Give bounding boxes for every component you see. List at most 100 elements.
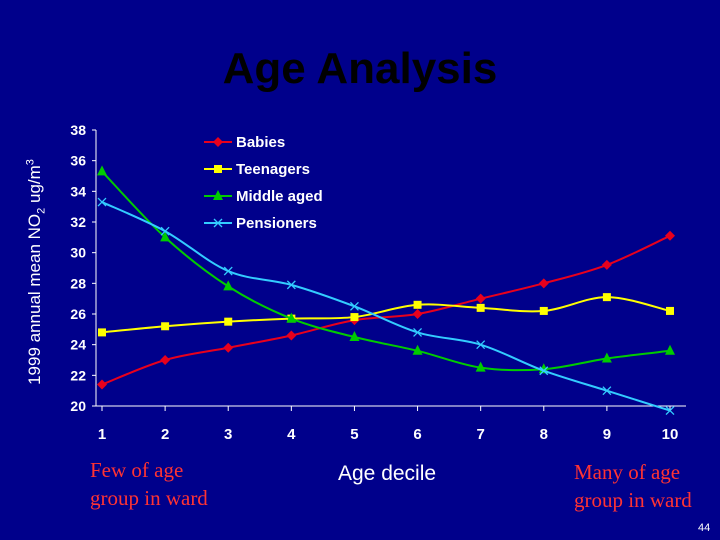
y-tick-label: 36 [70, 153, 86, 169]
legend-marker-pensioners [213, 218, 223, 228]
data-point-teenagers [161, 322, 170, 331]
y-tick-labels: 20 22 24 26 28 30 32 34 36 38 [70, 122, 96, 414]
y-tick-label: 20 [70, 398, 86, 414]
y-tick-label: 26 [70, 306, 86, 322]
slide-title: Age Analysis [222, 44, 498, 93]
legend-item-teenagers: Teenagers [204, 161, 310, 178]
data-point-teenagers [98, 328, 106, 337]
series-line-babies [101, 234, 671, 386]
legend-item-middle-aged: Middle aged [204, 188, 323, 205]
data-point-middle-aged [349, 331, 360, 341]
x-tick-label: 10 [662, 426, 679, 443]
legend-marker-middle-aged [213, 190, 223, 200]
legend-label-teenagers: Teenagers [236, 161, 310, 178]
series-middle-aged [97, 165, 675, 374]
series-babies [97, 230, 675, 390]
data-point-pensioners [286, 280, 296, 290]
series-teenagers [98, 293, 674, 337]
data-point-teenagers [666, 306, 674, 315]
x-tick-label: 1 [98, 426, 106, 443]
data-point-pensioners-stroke [160, 226, 170, 236]
data-point-middle-aged [412, 344, 423, 355]
data-point-pensioners-stroke [223, 266, 233, 276]
data-point-babies [97, 379, 107, 390]
x-tick-label: 9 [603, 426, 611, 443]
note-right-line-2: group in ward [574, 488, 692, 512]
data-point-pensioners [97, 197, 107, 207]
x-tick-label: 4 [287, 426, 296, 443]
data-point-pensioners [160, 226, 170, 236]
data-point-pensioners [413, 327, 423, 337]
data-point-pensioners-stroke [602, 386, 612, 396]
chart-axes [95, 130, 686, 407]
note-many-of-age-group: Many of age group in ward [574, 458, 692, 514]
y-tick-label: 34 [70, 183, 86, 199]
data-point-pensioners-stroke [539, 366, 549, 376]
y-tick-label: 38 [70, 122, 86, 138]
data-point-pensioners [539, 366, 549, 376]
x-axis-label: Age decile [338, 462, 437, 485]
series-line-middle-aged [101, 170, 671, 372]
x-tick-label: 3 [224, 426, 232, 443]
data-point-teenagers [224, 317, 233, 326]
y-tick-label: 30 [70, 245, 86, 261]
note-left-line-2: group in ward [90, 486, 208, 510]
data-point-pensioners [602, 386, 612, 396]
data-point-babies [286, 330, 297, 341]
y-tick-label: 32 [70, 214, 86, 230]
x-tick-labels: 1 2 3 4 5 6 7 8 9 10 [98, 406, 679, 443]
note-right-line-1: Many of age [574, 460, 681, 484]
data-point-pensioners-stroke [413, 327, 423, 337]
legend-marker-babies [213, 137, 223, 147]
data-point-pensioners [223, 266, 233, 276]
data-point-middle-aged [601, 352, 612, 363]
data-point-middle-aged [160, 231, 171, 242]
x-tick-label: 5 [350, 426, 358, 443]
data-point-teenagers [539, 306, 548, 315]
x-tick-label: 7 [476, 426, 484, 443]
legend-label-middle-aged: Middle aged [236, 188, 323, 205]
data-point-teenagers [413, 300, 422, 309]
data-point-babies [223, 342, 234, 353]
series-pensioners [97, 197, 675, 416]
data-point-pensioners-stroke [665, 406, 675, 416]
legend-marker-pensioners-stroke [213, 218, 223, 228]
data-point-middle-aged [286, 312, 297, 323]
y-tick-label: 24 [70, 337, 86, 353]
data-point-teenagers [476, 303, 485, 312]
data-point-pensioners-stroke [286, 280, 296, 290]
x-tick-label: 6 [413, 426, 421, 443]
data-point-pensioners-stroke [476, 340, 486, 350]
data-point-teenagers [602, 293, 611, 302]
data-point-teenagers [350, 313, 359, 322]
data-point-middle-aged [223, 280, 234, 291]
data-point-babies [412, 309, 423, 319]
x-tick-label: 8 [540, 426, 548, 443]
data-point-pensioners [349, 301, 359, 311]
data-point-babies [538, 278, 549, 289]
chart-legend: Babies Teenagers Middle aged Pensioners [204, 134, 323, 232]
data-point-middle-aged [97, 165, 107, 176]
page-number: 44 [698, 522, 711, 534]
data-point-babies [475, 293, 486, 304]
data-point-middle-aged [475, 361, 486, 372]
y-tick-label: 22 [70, 367, 86, 383]
note-few-of-age-group: Few of age group in ward [90, 456, 208, 512]
note-left-line-1: Few of age [90, 458, 184, 482]
legend-item-babies: Babies [204, 134, 285, 151]
data-point-middle-aged [665, 344, 675, 355]
series-line-teenagers [101, 296, 671, 334]
legend-item-pensioners: Pensioners [204, 215, 317, 232]
data-point-babies [601, 259, 612, 270]
x-tick-label: 2 [161, 426, 169, 443]
data-point-babies [160, 355, 171, 365]
legend-label-babies: Babies [236, 134, 285, 151]
chart-series [97, 165, 675, 416]
legend-marker-teenagers [214, 165, 222, 173]
y-tick-label: 28 [70, 275, 86, 291]
data-point-babies [665, 230, 675, 241]
series-line-pensioners [101, 201, 671, 412]
legend-label-pensioners: Pensioners [236, 215, 317, 232]
data-point-pensioners [476, 340, 486, 350]
